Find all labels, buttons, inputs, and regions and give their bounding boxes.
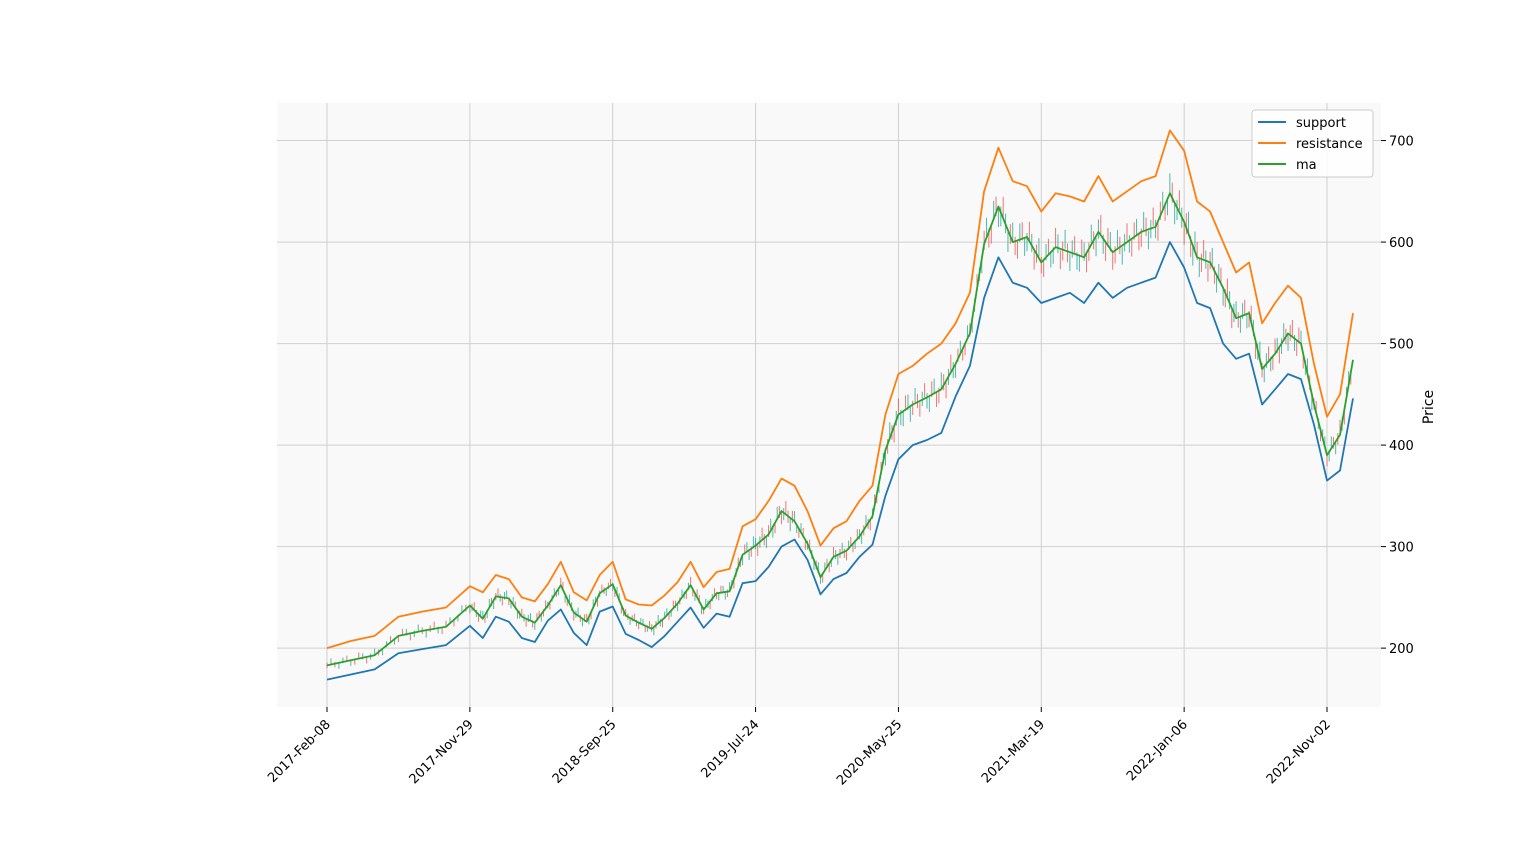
- legend-box: [1251, 109, 1374, 178]
- x-tick-label: 2020-May-25: [834, 717, 905, 788]
- series-line-ma: [326, 192, 1354, 667]
- y-tick-label: 400: [1389, 439, 1414, 454]
- x-tick-label: 2021-Mar-19: [979, 717, 1048, 786]
- legend-label-support: support: [1296, 116, 1346, 131]
- series-lines: [326, 129, 1354, 681]
- y-tick-label: 200: [1389, 642, 1414, 657]
- grid-lines: [277, 103, 1381, 707]
- x-tick-label: 2017-Feb-08: [265, 717, 334, 786]
- legend: support resistance ma: [1251, 109, 1374, 178]
- series-line-support: [326, 241, 1354, 681]
- x-axis: 2017-Feb-08 2017-Nov-29 2018-Sep-25 2019-Ju…: [265, 707, 1334, 788]
- x-tick-label: 2019-Jul-24: [698, 717, 762, 781]
- y-tick-label: 600: [1389, 236, 1414, 251]
- x-tick-label: 2022-Nov-02: [1264, 717, 1334, 787]
- x-tick-label: 2017-Nov-29: [407, 717, 477, 787]
- y-tick-label: 300: [1389, 541, 1414, 556]
- y-tick-label: 500: [1389, 338, 1414, 353]
- y-axis-title: Price: [1421, 390, 1437, 424]
- y-axis: 200 300 400 500 600 700: [1381, 135, 1414, 657]
- plot-area: [277, 103, 1381, 707]
- x-tick-label: 2018-Sep-25: [550, 717, 620, 787]
- y-tick-label: 700: [1389, 135, 1414, 150]
- x-tick-label: 2022-Jan-06: [1124, 717, 1191, 784]
- legend-label-resistance: resistance: [1296, 137, 1363, 152]
- legend-label-ma: ma: [1296, 158, 1317, 173]
- series-line-resistance: [326, 129, 1354, 649]
